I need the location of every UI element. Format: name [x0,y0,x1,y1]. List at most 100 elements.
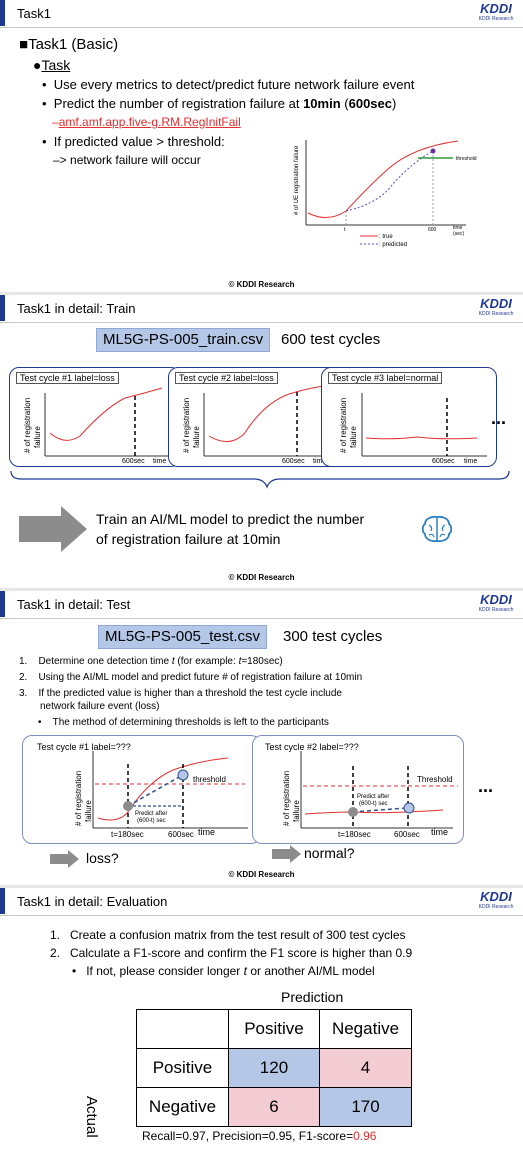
t-label: t [344,227,346,233]
predict-arrow [352,807,407,813]
header-divider [0,322,523,323]
predict-note: Predict after [357,794,389,800]
header-divider [0,915,523,916]
current-point [123,801,133,811]
ylabel-b: failure [192,426,201,448]
bullet-2: • Predict the number of registration fai… [42,96,397,111]
logo-sub: KDDI Research [478,16,514,22]
bullet-2-text: Predict the number of registration failu… [53,96,304,111]
x600-label: 600 [428,227,437,233]
metric-name-text: amf.amf.app.five-g.RM.RegInitFail [58,115,241,129]
time-label: time [313,458,326,465]
step-1-t: t [171,656,175,667]
circle-bullet-icon: ● [33,57,42,73]
loss-arrow-icon [50,850,79,868]
eval-step-2: 2. Calculate a F1-score and confirm the … [50,946,413,960]
t-label: t=180sec [111,830,144,839]
bullet-1-text: Use every metrics to detect/predict futu… [53,77,415,92]
ylabel-a: # of registration [339,398,348,453]
eval-sub: • If not, please consider longer t or an… [72,964,375,978]
test-cycle-2: Test cycle #2 label=??? # of registratio… [252,735,464,844]
confusion-matrix: Positive Negative Positive 120 4 Negativ… [136,1009,412,1127]
time-label: time [198,827,215,837]
footer: © KDDI Research [228,573,295,582]
step-2: 2. Using the AI/ML model and predict fut… [19,672,363,683]
logo-mark: KDDI [480,592,512,607]
false-positive-cell: 6 [227,1087,321,1127]
t-label: t=180sec [338,830,371,839]
x600-label: 600sec [122,458,145,465]
corner-cell [136,1009,229,1049]
prediction-chart: # of UE registration failure threshold t… [294,140,477,248]
actual-label: Actual [83,1096,100,1138]
step-1: 1. Determine one detection time t (for e… [19,656,283,667]
slide-train: Task1 in detail: Train KDDI KDDI Research… [0,295,523,588]
eval-step-1-text: Create a confusion matrix from the test … [70,928,406,942]
eval-step-2-text: Calculate a F1-score and confirm the F1 … [70,946,413,960]
cycle-chart: # of registration failure threshold Pred… [74,751,248,839]
threshold-label: threshold [193,775,226,784]
step-1-a: Determine one detection time [38,656,172,667]
predict-note-bg [133,808,177,824]
row-positive-label: Positive [136,1048,229,1088]
slide-header: Task1 in detail: Train KDDI KDDI Research [0,295,523,323]
normal-result: normal? [304,845,355,861]
train-line-1: Train an AI/ML model to predict the numb… [96,511,365,527]
heading: ■Task1 (Basic) [19,36,118,53]
time-label: time [153,458,166,465]
bullet-1: • Use every metrics to detect/predict fu… [42,77,415,92]
step-2-text: Using the AI/ML model and predict future… [38,672,363,683]
predict-note-bg [355,791,401,807]
f1-score-value: 0.96 [353,1129,377,1143]
predict-note-2: (600-t) sec [359,801,388,807]
ylabel-b: failure [292,800,301,822]
kddi-logo: KDDI KDDI Research [477,297,515,319]
logo-mark: KDDI [480,889,512,904]
slide-test: Task1 in detail: Test KDDI KDDI Research … [0,591,523,885]
x600-label: 600sec [168,830,194,839]
metrics-line: Recall=0.97, Precision=0.95, F1-score=0.… [142,1129,376,1143]
predict-note: Predict after [135,811,167,817]
test-csv-filename: ML5G-PS-005_test.csv [98,625,268,649]
paren-close: ) [392,96,397,111]
kddi-logo: KDDI KDDI Research [477,593,515,615]
bullet-3: • If predicted value > threshold: [42,134,225,149]
predicted-point [430,148,436,154]
bold-10min: 10min [303,96,341,111]
task-label: ●Task [33,57,70,73]
x600-label: 600sec [394,830,420,839]
bullet-3-text: If predicted value > threshold: [53,134,225,149]
predict-note-2: (600-t) sec [137,818,166,824]
slide-header: Task1 KDDI KDDI Research [0,0,523,28]
row-negative: Negative 6 170 [136,1087,412,1127]
eval-sub-a: If not, please consider longer [86,964,244,978]
true-negative-cell: 170 [319,1087,412,1127]
slide-task1: Task1 KDDI KDDI Research ■Task1 (Basic) ●… [0,0,523,292]
row-negative-label: Negative [136,1087,229,1127]
cycle-chart: # of registration failure 600sec time [23,387,170,465]
brace-path [10,470,510,489]
logo-sub: KDDI Research [478,607,514,613]
train-cycle-3: Test cycle #3 label=normal # of registra… [321,367,497,467]
true-positive-cell: 120 [227,1048,321,1088]
square-bullet-icon: ■ [19,36,29,53]
true-curve [307,140,459,218]
time-label: time [431,827,448,837]
ylabel-a: # of registration [182,398,191,453]
metrics-text: Recall=0.97, Precision=0.95, F1-score= [142,1129,354,1143]
header-accent-bar [0,295,5,321]
slide-title: Task1 [17,6,51,21]
kddi-logo: KDDI KDDI Research [477,2,515,24]
legend-true: : true [379,234,393,240]
cycle-label: Test cycle #3 label=normal [328,372,443,384]
logo-mark: KDDI [480,1,512,16]
logo-sub: KDDI Research [478,311,514,317]
cycle-label: Test cycle #2 label=loss [175,372,278,384]
step-1-d: =180sec) [241,656,283,667]
more-cycles-ellipsis: ... [491,408,507,428]
failure-curve [208,385,325,442]
ylabel-a: # of registration [23,398,32,453]
train-cycle-1: Test cycle #1 label=loss # of registrati… [9,367,181,467]
failure-curve [49,387,163,441]
more-cycles-ellipsis: ... [478,776,494,796]
